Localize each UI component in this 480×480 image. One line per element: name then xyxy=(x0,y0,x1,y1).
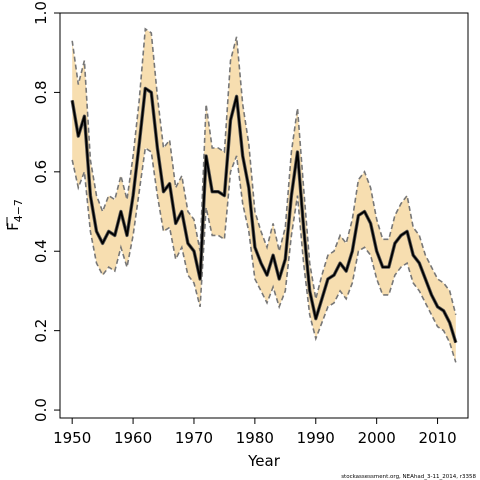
y-tick-label: 0.6 xyxy=(32,160,50,184)
x-axis-title: Year xyxy=(247,452,281,470)
y-axis: 0.0 0.2 0.4 0.6 0.8 1.0 xyxy=(32,1,60,422)
y-axis-title-symbol: F xyxy=(4,222,22,231)
y-axis-title: F4−7 xyxy=(4,199,25,231)
estimate-line xyxy=(71,87,457,343)
credit-text: stockassessment.org, NEAhad_3-11_2014, r… xyxy=(341,474,476,480)
x-tick-label: 1960 xyxy=(114,429,152,447)
lower-bound-line xyxy=(71,146,457,363)
plot-layer xyxy=(70,27,458,363)
confidence-band xyxy=(72,28,456,363)
y-tick-label: 0.0 xyxy=(32,398,50,422)
y-tick-label: 1.0 xyxy=(32,1,50,25)
y-tick-label: 0.8 xyxy=(32,80,50,104)
y-axis-title-main: F4−7 xyxy=(4,199,25,231)
x-axis: 1950 1960 1970 1980 1990 2000 2010 xyxy=(53,418,457,447)
x-tick-label: 1980 xyxy=(236,429,274,447)
y-tick-label: 0.4 xyxy=(32,239,50,263)
y-tick-label: 0.2 xyxy=(32,319,50,343)
x-tick-label: 1950 xyxy=(53,429,91,447)
x-tick-label: 2000 xyxy=(358,429,396,447)
x-tick-label: 1970 xyxy=(175,429,213,447)
y-axis-title-subscript: 4−7 xyxy=(12,199,25,222)
plot-frame xyxy=(59,12,469,419)
x-tick-label: 1990 xyxy=(297,429,335,447)
x-tick-label: 2010 xyxy=(418,429,456,447)
upper-bound-line xyxy=(71,27,457,315)
